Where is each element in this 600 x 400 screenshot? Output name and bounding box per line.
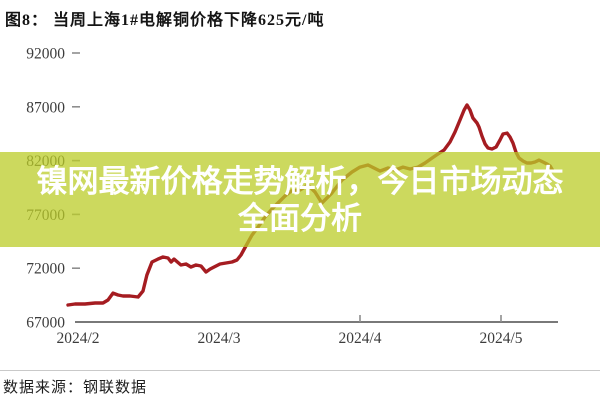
svg-text:2024/3: 2024/3 [197,330,240,347]
svg-text:92000: 92000 [26,46,65,63]
footer-divider [0,370,600,371]
svg-text:67000: 67000 [26,315,65,332]
svg-text:87000: 87000 [26,99,65,116]
svg-text:2024/2: 2024/2 [56,330,99,347]
headline-line-2: 全面分析 [238,200,362,236]
svg-text:72000: 72000 [26,261,65,278]
headline-line-1: 镍网最新价格走势解析，今日市场动态 [36,163,564,199]
data-source-caption: 数据来源：钢联数据 [3,380,148,396]
svg-text:2024/5: 2024/5 [479,330,522,347]
headline-overlay-banner: 镍网最新价格走势解析，今日市场动态 全面分析 [0,152,600,247]
figure-title: 图8： 当周上海1#电解铜价格下降625元/吨 [5,12,325,29]
svg-text:2024/4: 2024/4 [338,330,381,347]
